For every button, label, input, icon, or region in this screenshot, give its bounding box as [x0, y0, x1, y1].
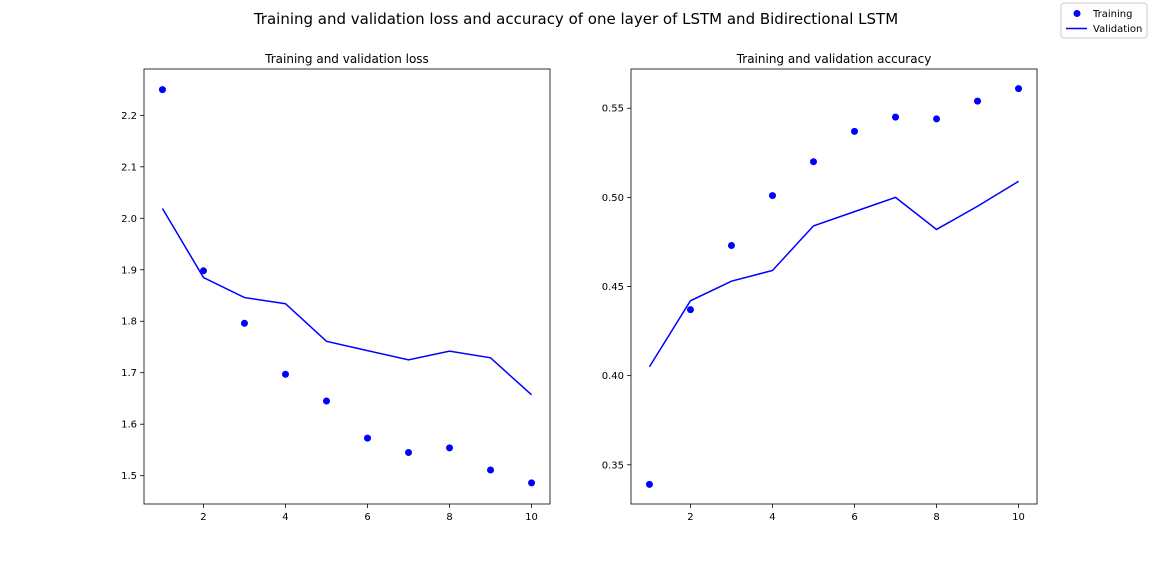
training-point: [933, 115, 941, 123]
legend-training-label: Training: [1092, 9, 1132, 20]
x-tick-label: 2: [687, 512, 693, 523]
training-point: [768, 192, 776, 200]
y-tick-label: 1.9: [121, 265, 137, 276]
training-point: [405, 449, 413, 457]
y-tick-label: 2.2: [121, 111, 137, 122]
y-tick-label: 0.55: [602, 104, 624, 115]
training-point: [322, 397, 330, 405]
plot-frame: [143, 68, 551, 505]
legend-training-marker: [1073, 10, 1081, 17]
training-point: [446, 444, 454, 452]
training-point: [645, 480, 653, 488]
training-point: [1015, 85, 1023, 93]
chart-accuracy: Training and validation accuracy 2 4 6 8 10 0.…: [602, 52, 1038, 523]
training-point: [851, 127, 859, 135]
chart-title: Training and validation loss: [264, 52, 429, 66]
x-tick-label: 8: [933, 512, 939, 523]
y-tick-label: 0.45: [602, 282, 624, 293]
y-tick-label: 1.6: [121, 420, 137, 431]
y-tick-label: 0.35: [602, 460, 624, 471]
y-tick-label: 1.7: [121, 368, 137, 379]
y-tick-label: 0.40: [602, 371, 624, 382]
y-tick-label: 1.5: [121, 471, 137, 482]
legend-validation-label: Validation: [1093, 24, 1142, 35]
plot-frame: [630, 68, 1038, 505]
x-tick-label: 4: [282, 512, 288, 523]
x-tick-label: 10: [1012, 512, 1025, 523]
y-tick-label: 2.1: [121, 162, 137, 173]
x-tick-label: 8: [446, 512, 452, 523]
y-tick-label: 1.8: [121, 317, 137, 328]
chart-loss: Training and validation loss 2 4 6 8 10 1.5 1.6…: [121, 52, 551, 523]
x-tick-label: 6: [851, 512, 857, 523]
validation-line: [161, 208, 533, 396]
x-tick-label: 10: [525, 512, 538, 523]
legend: Training Validation: [1060, 2, 1148, 39]
validation-line: [648, 180, 1019, 368]
figure-suptitle: Training and validation loss and accurac…: [253, 10, 898, 28]
training-point: [809, 158, 817, 166]
training-point: [281, 370, 289, 378]
chart-title: Training and validation accuracy: [736, 52, 932, 66]
training-point: [199, 267, 207, 275]
training-point: [892, 113, 900, 121]
training-point: [686, 306, 694, 314]
training-point: [974, 97, 982, 105]
x-tick-label: 6: [364, 512, 370, 523]
x-tick-label: 2: [200, 512, 206, 523]
training-point: [240, 319, 248, 327]
y-tick-label: 2.0: [121, 214, 137, 225]
training-point: [158, 86, 166, 94]
training-point: [364, 434, 372, 442]
training-point: [528, 479, 536, 487]
training-point: [727, 241, 735, 249]
training-point: [487, 466, 495, 474]
y-tick-label: 0.50: [602, 193, 624, 204]
x-tick-label: 4: [769, 512, 775, 523]
